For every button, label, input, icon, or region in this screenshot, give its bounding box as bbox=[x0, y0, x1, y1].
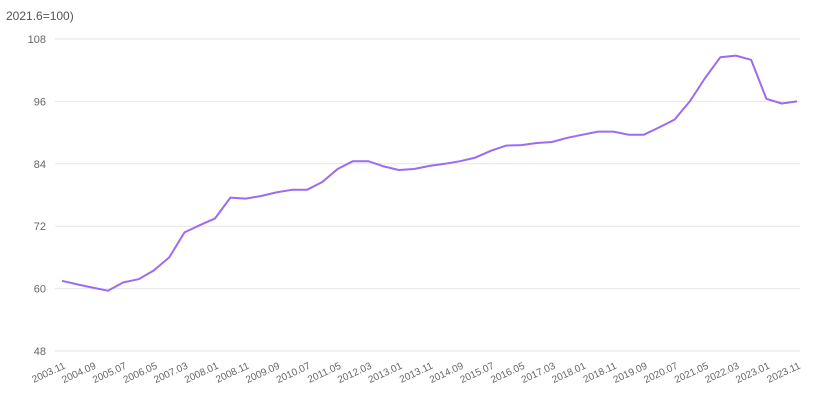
x-tick-label: 2016.05 bbox=[489, 361, 527, 386]
x-tick-label: 2008.01 bbox=[183, 361, 221, 386]
x-tick-label: 2011.05 bbox=[306, 361, 343, 386]
x-tick-label: 2020.07 bbox=[642, 361, 680, 386]
x-tick-label: 2010.07 bbox=[275, 361, 313, 386]
x-tick-label: 2004.09 bbox=[60, 361, 98, 386]
x-tick-label: 2005.07 bbox=[91, 361, 129, 386]
x-tick-label: 2019.09 bbox=[612, 361, 650, 386]
x-tick-label: 2014.09 bbox=[428, 361, 466, 386]
x-tick-label: 2021.05 bbox=[673, 361, 711, 386]
x-tick-label: 2007.03 bbox=[152, 361, 190, 386]
y-tick-label: 84 bbox=[34, 159, 46, 171]
y-tick-label: 48 bbox=[34, 346, 46, 358]
y-tick-label: 72 bbox=[34, 221, 46, 233]
x-tick-label: 2015.07 bbox=[459, 361, 497, 386]
x-tick-label: 2003.11 bbox=[31, 361, 68, 386]
x-tick-label: 2023.11 bbox=[766, 361, 803, 386]
chart-subtitle: 2021.6=100) bbox=[6, 9, 74, 23]
y-tick-label: 108 bbox=[28, 34, 46, 46]
x-tick-label: 2017.03 bbox=[520, 361, 558, 386]
x-tick-label: 2018.01 bbox=[550, 361, 588, 386]
x-tick-label: 2022.03 bbox=[704, 361, 742, 386]
x-tick-label: 2008.11 bbox=[214, 361, 251, 386]
y-tick-label: 96 bbox=[34, 96, 46, 108]
x-tick-label: 2023.01 bbox=[734, 361, 772, 386]
x-tick-label: 2012.03 bbox=[336, 361, 374, 386]
x-tick-label: 2013.11 bbox=[398, 361, 435, 386]
x-tick-label: 2009.09 bbox=[244, 361, 282, 386]
x-tick-label: 2006.05 bbox=[122, 361, 160, 386]
data-line bbox=[61, 54, 798, 292]
y-tick-label: 60 bbox=[34, 284, 46, 296]
x-tick-label: 2018.11 bbox=[582, 361, 619, 386]
x-tick-label: 2013.01 bbox=[367, 361, 405, 386]
